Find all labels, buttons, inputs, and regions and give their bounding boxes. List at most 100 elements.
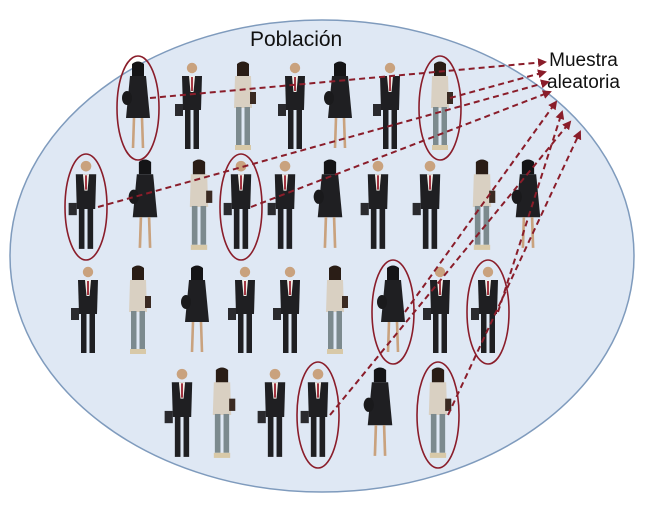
person-figure bbox=[129, 265, 151, 354]
leg-right bbox=[431, 208, 438, 249]
leg-left bbox=[288, 109, 294, 149]
handbag bbox=[377, 295, 387, 309]
suit-jacket bbox=[307, 382, 329, 418]
suit-jacket bbox=[235, 280, 255, 314]
leg-left bbox=[422, 208, 429, 249]
person-figure bbox=[175, 62, 202, 149]
suit-jacket bbox=[274, 174, 296, 210]
suit-jacket bbox=[380, 76, 400, 110]
boots bbox=[213, 452, 231, 458]
dress bbox=[367, 382, 393, 426]
leg-right bbox=[246, 313, 252, 353]
person-figure bbox=[234, 61, 256, 150]
boots bbox=[190, 244, 208, 250]
person-figure bbox=[326, 265, 348, 354]
leg-right bbox=[147, 217, 152, 248]
leg-right bbox=[336, 311, 342, 349]
selection-ring bbox=[296, 361, 340, 469]
head bbox=[289, 62, 301, 74]
leg-right bbox=[439, 413, 446, 453]
hair bbox=[323, 159, 337, 175]
selection-ring bbox=[418, 55, 462, 161]
sample-label-line2: aleatoria bbox=[547, 72, 620, 93]
briefcase bbox=[273, 308, 281, 320]
hair bbox=[191, 265, 203, 280]
person-figure bbox=[223, 160, 252, 249]
handbag bbox=[229, 398, 236, 411]
leg-right bbox=[242, 208, 249, 249]
hair bbox=[237, 61, 249, 78]
briefcase bbox=[300, 410, 309, 424]
leg-right bbox=[140, 117, 145, 149]
person-figure bbox=[68, 160, 97, 249]
dress bbox=[328, 76, 352, 118]
handbag bbox=[363, 397, 374, 412]
briefcase bbox=[423, 308, 431, 320]
handbag bbox=[489, 190, 496, 203]
population-title: Población bbox=[250, 28, 343, 51]
dress bbox=[126, 76, 150, 118]
suit-jacket bbox=[182, 76, 202, 110]
hair bbox=[521, 159, 535, 175]
person-figure bbox=[267, 160, 296, 249]
handbag bbox=[122, 91, 132, 105]
handbag bbox=[250, 92, 256, 104]
leg-right bbox=[379, 208, 386, 249]
leg-left bbox=[238, 313, 244, 353]
boots bbox=[432, 145, 448, 150]
person-figure bbox=[511, 159, 541, 248]
selection-ring bbox=[219, 153, 263, 261]
briefcase bbox=[175, 104, 183, 116]
sample-label-line1: Muestra bbox=[549, 50, 618, 71]
top bbox=[431, 76, 449, 108]
top bbox=[326, 280, 344, 312]
person-figure bbox=[324, 61, 352, 149]
head bbox=[284, 266, 296, 278]
leg-left bbox=[191, 205, 198, 245]
leg-right bbox=[87, 208, 94, 249]
leg-right bbox=[291, 313, 297, 353]
top bbox=[129, 280, 147, 312]
head bbox=[279, 160, 291, 172]
hair bbox=[387, 265, 399, 280]
sample-arrow bbox=[149, 58, 547, 99]
leg-right bbox=[244, 107, 250, 145]
person-figure bbox=[377, 265, 405, 353]
leg-right bbox=[332, 217, 337, 248]
hair bbox=[373, 367, 387, 383]
person-figure bbox=[373, 62, 400, 149]
leg-left bbox=[185, 109, 191, 149]
briefcase bbox=[360, 202, 369, 216]
hair bbox=[215, 367, 229, 385]
person-figure bbox=[423, 266, 450, 353]
head bbox=[269, 368, 281, 380]
briefcase bbox=[471, 308, 479, 320]
leg-right bbox=[382, 425, 387, 456]
handbag bbox=[128, 189, 139, 204]
handbag bbox=[511, 189, 522, 204]
leg-left bbox=[190, 321, 195, 353]
sample-arrow bbox=[449, 69, 547, 99]
hair bbox=[334, 61, 346, 76]
boots bbox=[327, 349, 343, 354]
leg-left bbox=[373, 425, 378, 456]
leg-left bbox=[370, 208, 377, 249]
leg-left bbox=[383, 109, 389, 149]
leg-left bbox=[277, 208, 284, 249]
person-figure bbox=[181, 265, 209, 353]
sample-arrow bbox=[404, 100, 558, 313]
leg-left bbox=[131, 311, 137, 349]
handbag bbox=[445, 398, 452, 411]
suit-jacket bbox=[75, 174, 97, 210]
hair bbox=[132, 265, 144, 282]
person-figure bbox=[428, 367, 452, 458]
briefcase bbox=[373, 104, 381, 116]
suit-jacket bbox=[367, 174, 389, 210]
hair bbox=[431, 367, 445, 385]
leg-right bbox=[391, 109, 397, 149]
leg-left bbox=[328, 311, 334, 349]
leg-left bbox=[323, 217, 328, 248]
leg-right bbox=[199, 321, 204, 353]
leg-right bbox=[395, 321, 400, 353]
